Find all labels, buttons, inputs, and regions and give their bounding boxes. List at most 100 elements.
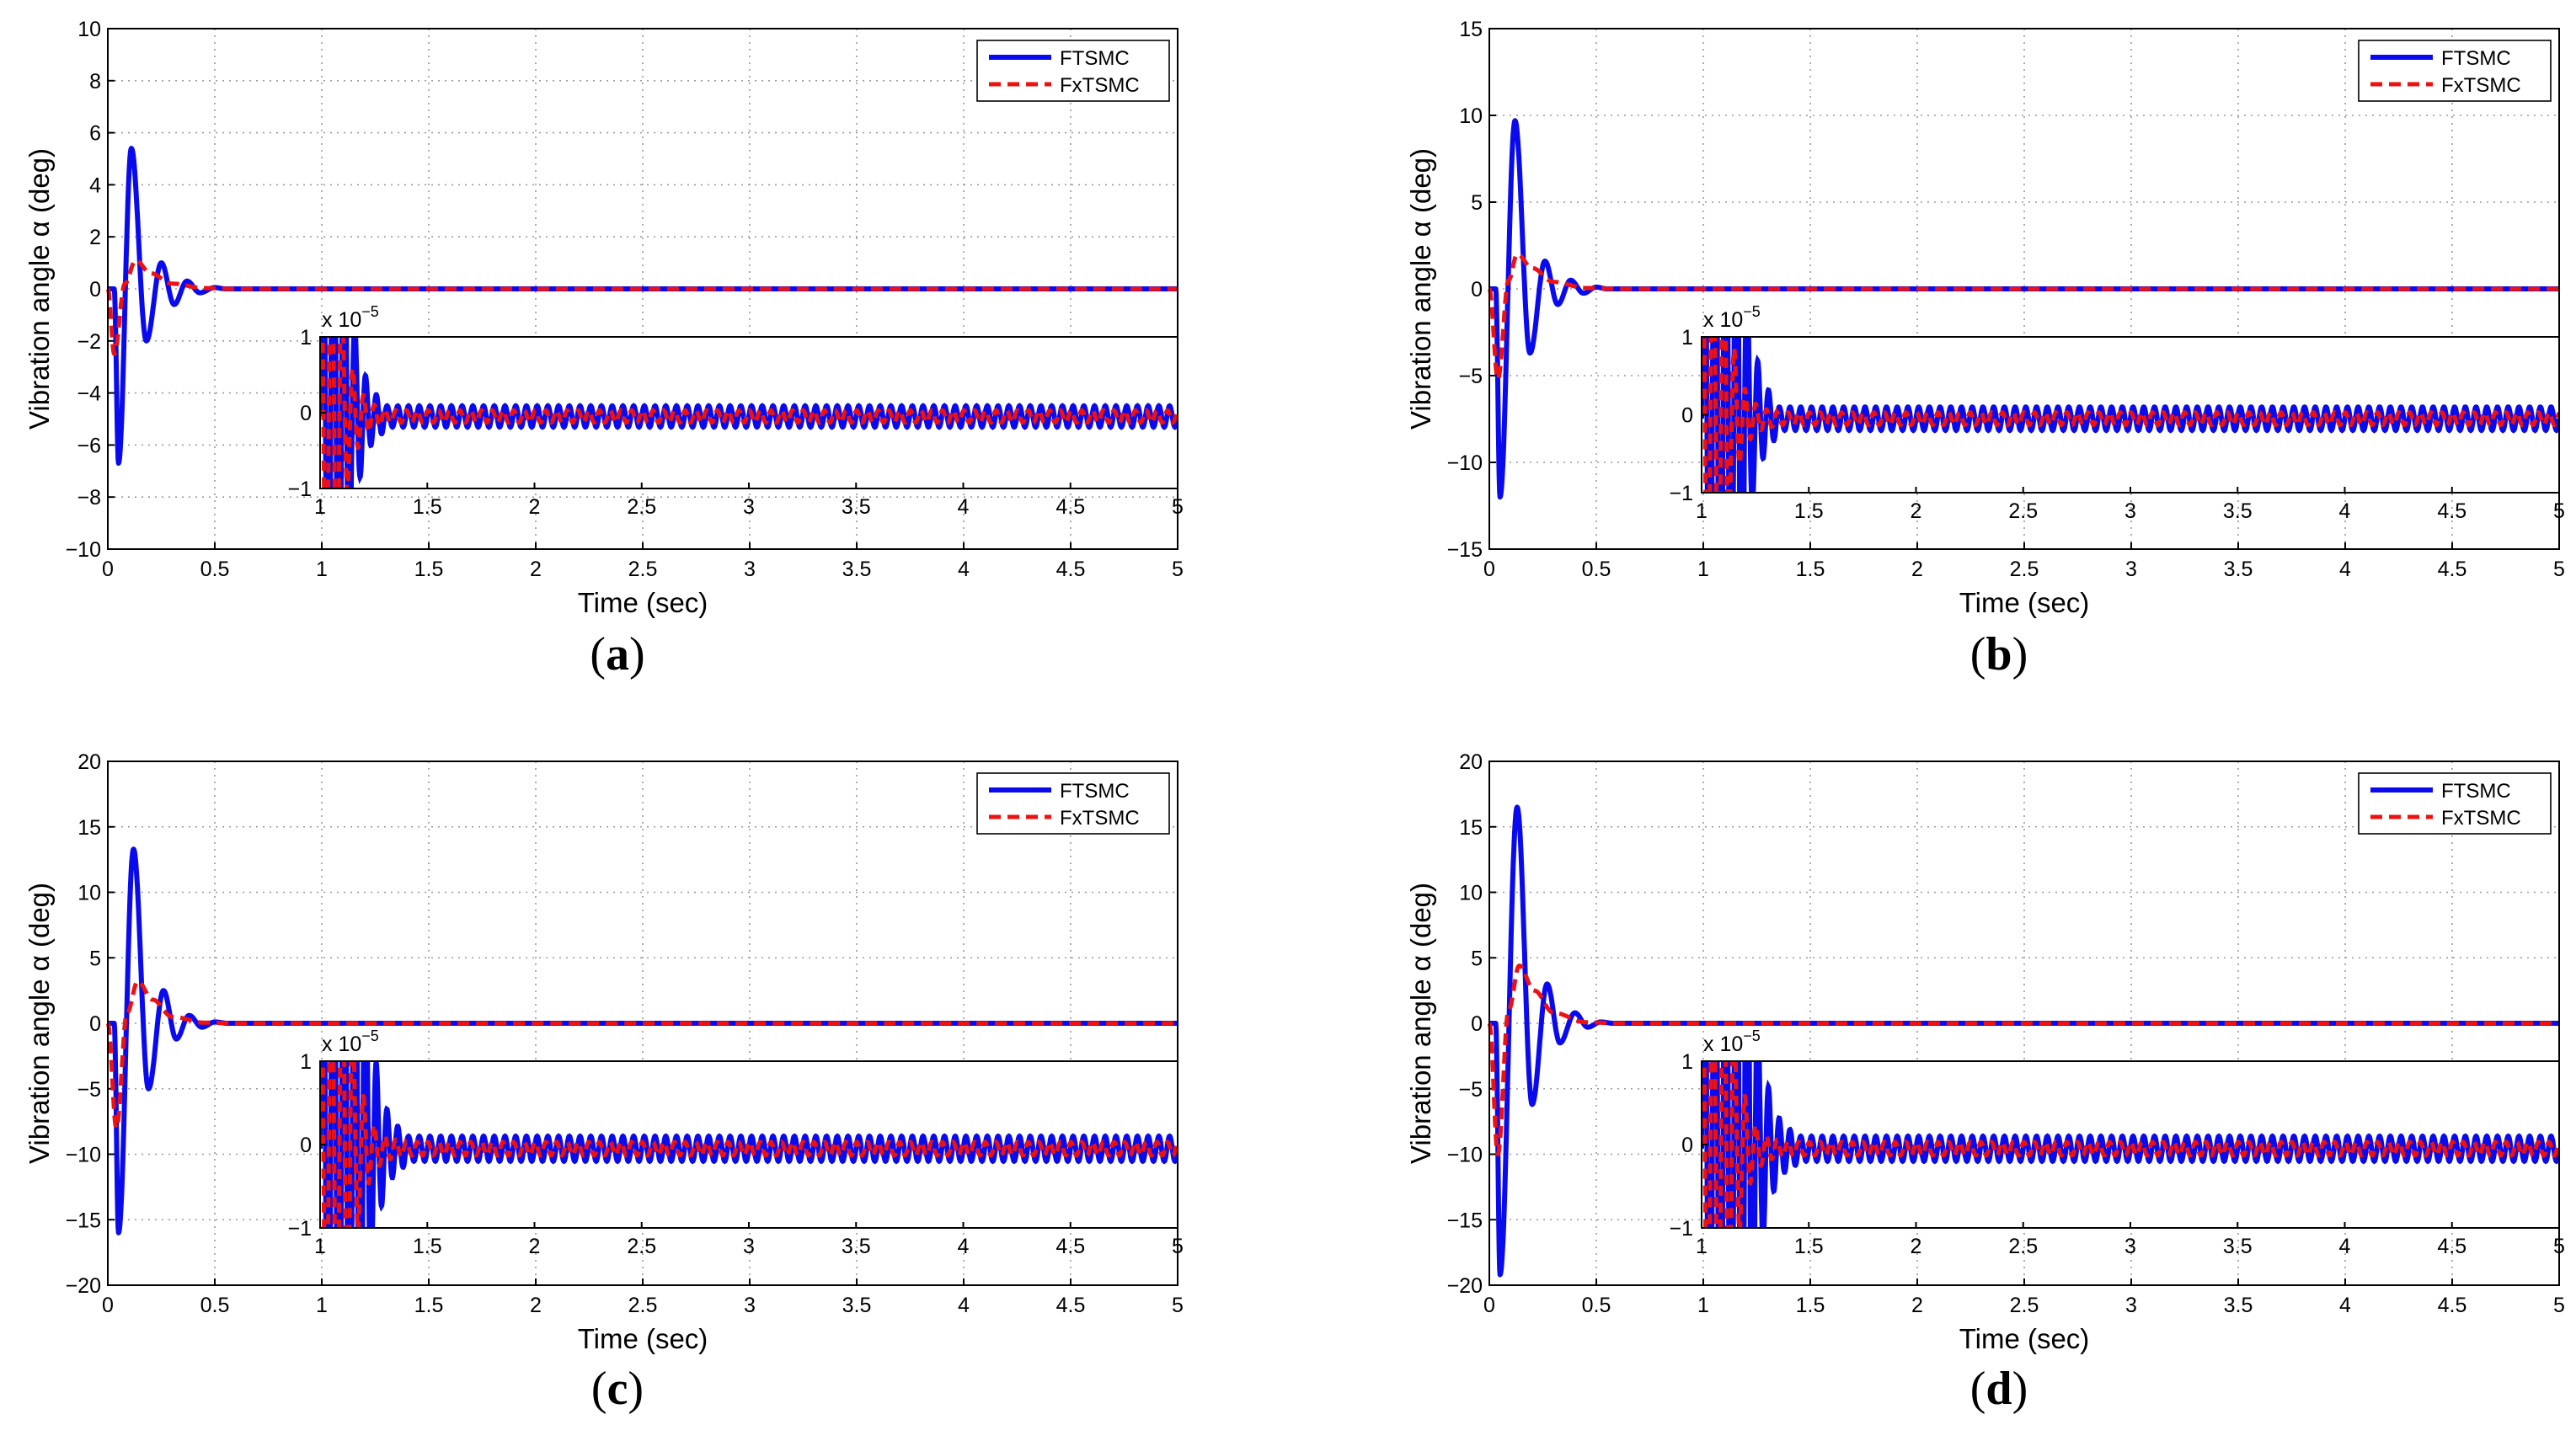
x-tick-label: 2.5 <box>628 1294 658 1317</box>
x-tick-label: 3.5 <box>2224 558 2253 581</box>
x-tick-label: 0.5 <box>200 558 230 581</box>
y-tick-label: 10 <box>1459 882 1483 905</box>
x-tick-label: 4 <box>958 558 970 581</box>
x-tick-label: 1 <box>316 558 328 581</box>
inset-scale-base: x 10 <box>1703 1033 1743 1056</box>
y-tick-label: −5 <box>77 1078 101 1102</box>
y-axis-label: Vibration angle α (deg) <box>1405 148 1436 430</box>
plot-frame <box>107 28 1178 550</box>
legend-label-fxtsmc: FxTSMC <box>2441 74 2521 97</box>
x-axis-label: Time (sec) <box>578 1323 708 1354</box>
subfigure-caption: (b) <box>1970 628 2028 680</box>
x-tick-label: 5 <box>2553 1294 2565 1317</box>
legend-label-ftsmc: FTSMC <box>1060 47 1130 70</box>
x-tick-label: 1.5 <box>414 1294 444 1317</box>
inset-x-tick-label: 3.5 <box>842 495 871 519</box>
inset-y-tick-label: −1 <box>287 1217 312 1241</box>
y-tick-label: 0 <box>89 278 101 302</box>
legend-label-ftsmc: FTSMC <box>2441 47 2511 70</box>
inset-y-tick-label: 0 <box>1681 1134 1693 1157</box>
inset-x-tick-label: 3.5 <box>2223 1235 2253 1258</box>
inset-y-tick-label: −1 <box>1669 1217 1693 1241</box>
caption-open-paren: ( <box>591 1363 607 1415</box>
inset-y-tick-label: 1 <box>1681 326 1693 350</box>
y-tick-label: −8 <box>77 486 101 510</box>
chart-b: 0 0.5 1 1.5 2 2.5 3 3.5 4 4.5 5151050−5−10−15FTSMC… <box>1405 18 2565 680</box>
y-tick-label: 4 <box>89 173 101 197</box>
caption-close-paren: ) <box>2012 1363 2028 1415</box>
y-tick-label: −20 <box>1447 1274 1483 1298</box>
inset-x-tick-label: 1 <box>1696 1235 1708 1258</box>
inset-x-tick-label: 4.5 <box>1056 495 1085 519</box>
inset-x-tick-label: 4.5 <box>2437 1235 2466 1258</box>
x-tick-label: 3 <box>2125 1294 2137 1317</box>
y-tick-label: −5 <box>1458 1078 1483 1102</box>
x-tick-label: 5 <box>1172 1294 1184 1317</box>
inset-y-tick-label: 0 <box>1681 404 1693 428</box>
inset-x-tick-label: 2 <box>1911 499 1922 523</box>
series-line-fxtsmc <box>1487 252 2559 382</box>
y-tick-label: 6 <box>89 122 101 146</box>
chart-a: 0 0.5 1 1.5 2 2.5 3 3.5 4 4.5 51086420−2−4−6−8−10F… <box>24 18 1184 680</box>
y-tick-label: −5 <box>1458 365 1483 388</box>
x-tick-label: 2.5 <box>2010 558 2039 581</box>
inset-x-tick-label: 5 <box>2553 1235 2565 1258</box>
x-tick-label: 4.5 <box>1056 1294 1086 1317</box>
y-tick-label: −15 <box>66 1209 101 1232</box>
legend-label-ftsmc: FTSMC <box>1060 780 1130 803</box>
inset-x-tick-label: 4 <box>2339 1235 2351 1258</box>
x-axis-label: Time (sec) <box>1959 1323 2090 1354</box>
x-tick-label: 0.5 <box>1582 1294 1611 1317</box>
x-tick-label: 1 <box>1697 558 1709 581</box>
series-line-fxtsmc <box>105 258 1178 356</box>
x-tick-label: 2 <box>530 558 542 581</box>
caption-open-paren: ( <box>590 628 606 680</box>
x-tick-label: 2 <box>1911 558 1923 581</box>
y-tick-label: −2 <box>77 330 101 354</box>
x-tick-label: 5 <box>2553 558 2565 581</box>
x-tick-label: 0 <box>102 558 114 581</box>
inset-scale-base: x 10 <box>322 1033 361 1056</box>
y-tick-label: 10 <box>77 882 101 905</box>
x-tick-label: 4.5 <box>1056 558 1086 581</box>
x-tick-label: 1.5 <box>1796 1294 1825 1317</box>
inset-y-tick-label: −1 <box>1669 482 1693 505</box>
inset-x-tick-label: 2 <box>529 1235 541 1258</box>
legend: FTSMC FxTSMC <box>976 40 1170 102</box>
subfigure-caption: (d) <box>1970 1363 2028 1415</box>
y-tick-label: 5 <box>89 947 101 970</box>
inset-x-tick-label: 2.5 <box>2008 499 2038 523</box>
inset-x-tick-label: 5 <box>2553 499 2565 523</box>
legend-box <box>976 772 1170 835</box>
y-tick-label: 10 <box>77 18 101 41</box>
plot-frame <box>1488 28 2560 550</box>
inset-x-tick-label: 2.5 <box>2008 1235 2038 1258</box>
y-axis-label: Vibration angle α (deg) <box>1405 883 1436 1164</box>
caption-letter: b <box>1985 628 2012 680</box>
x-tick-label: 0 <box>1483 1294 1495 1317</box>
x-tick-label: 4.5 <box>2438 558 2467 581</box>
inset-line-fxtsmc <box>320 1061 1178 1228</box>
x-tick-label: 0 <box>102 1294 114 1317</box>
inset-scale-exponent: −5 <box>361 1027 379 1044</box>
legend: FTSMC FxTSMC <box>2358 772 2552 835</box>
inset-x-tick-label: 2.5 <box>627 495 656 519</box>
inset-y-tick-label: −1 <box>287 478 312 501</box>
x-tick-label: 3.5 <box>2224 1294 2253 1317</box>
series-line-ftsmc <box>1487 118 2559 500</box>
x-tick-label: 5 <box>1172 558 1184 581</box>
x-tick-label: 3 <box>744 558 756 581</box>
inset-x-tick-label: 1.5 <box>1794 499 1824 523</box>
inset-x-tick-label: 4 <box>958 495 970 519</box>
inset-x-tick-label: 3.5 <box>842 1235 871 1258</box>
x-tick-label: 1.5 <box>414 558 444 581</box>
x-tick-label: 0.5 <box>200 1294 230 1317</box>
y-tick-label: −10 <box>1447 1144 1483 1167</box>
inset-plot: 1 1.5 2 2.5 3 3.5 4 4.5 5 1 0 −1 x 10−5 <box>287 303 1183 519</box>
caption-letter: c <box>607 1363 628 1415</box>
y-tick-label: 8 <box>89 70 101 93</box>
y-tick-label: 0 <box>1471 278 1483 302</box>
x-tick-label: 4 <box>958 1294 970 1317</box>
inset-x-tick-label: 3.5 <box>2223 499 2253 523</box>
inset-y-tick-label: 1 <box>300 326 312 350</box>
